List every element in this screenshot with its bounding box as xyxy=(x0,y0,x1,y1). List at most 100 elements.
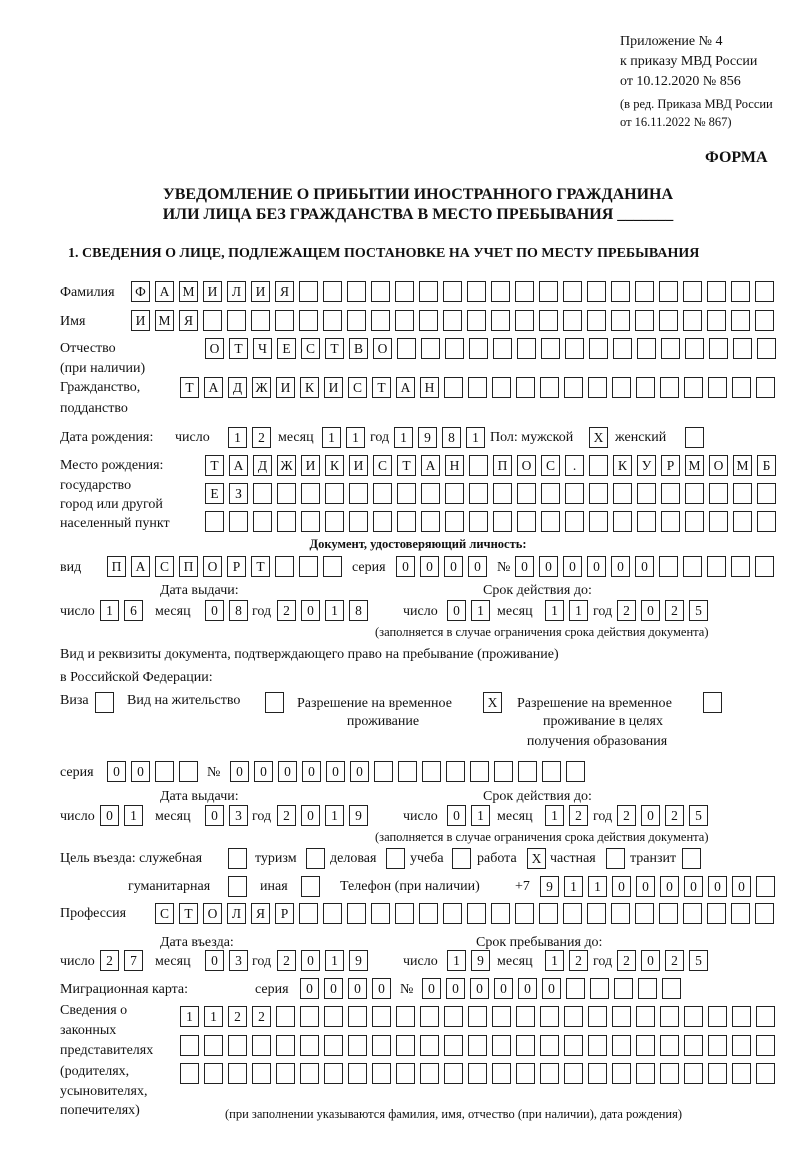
char-cell[interactable] xyxy=(542,761,561,782)
char-cell[interactable]: А xyxy=(421,455,440,476)
char-cell[interactable] xyxy=(660,377,679,398)
char-cell[interactable]: Р xyxy=(661,455,680,476)
char-cell[interactable] xyxy=(396,1035,415,1056)
char-cell[interactable] xyxy=(540,1063,559,1084)
char-cell[interactable]: М xyxy=(155,310,174,331)
char-cell[interactable]: Л xyxy=(227,903,246,924)
char-cell[interactable] xyxy=(445,483,464,504)
char-cell[interactable]: А xyxy=(229,455,248,476)
char-cell[interactable] xyxy=(275,556,294,577)
char-cell[interactable] xyxy=(611,310,630,331)
char-cell[interactable]: С xyxy=(155,903,174,924)
char-cell[interactable] xyxy=(493,511,512,532)
char-cell[interactable] xyxy=(755,281,774,302)
char-cell[interactable] xyxy=(155,761,174,782)
char-cell[interactable]: 0 xyxy=(348,978,367,999)
char-cell[interactable] xyxy=(396,1063,415,1084)
char-cell[interactable]: О xyxy=(517,455,536,476)
char-cell[interactable]: 1 xyxy=(228,427,247,448)
char-cell[interactable]: С xyxy=(541,455,560,476)
char-cell[interactable] xyxy=(517,338,536,359)
char-cell[interactable] xyxy=(540,1006,559,1027)
char-cell[interactable] xyxy=(228,1063,247,1084)
char-cell[interactable] xyxy=(683,310,702,331)
char-cell[interactable] xyxy=(469,455,488,476)
char-cell[interactable]: 1 xyxy=(447,950,466,971)
char-cell[interactable]: 1 xyxy=(180,1006,199,1027)
char-cell[interactable]: 0 xyxy=(301,805,320,826)
char-cell[interactable]: 9 xyxy=(540,876,559,897)
char-cell[interactable] xyxy=(252,1063,271,1084)
char-cell[interactable] xyxy=(566,978,585,999)
char-cell[interactable] xyxy=(301,483,320,504)
char-cell[interactable] xyxy=(684,377,703,398)
checkbox-cell[interactable] xyxy=(452,848,471,869)
char-cell[interactable] xyxy=(444,1035,463,1056)
char-cell[interactable] xyxy=(229,511,248,532)
char-cell[interactable] xyxy=(660,1006,679,1027)
char-cell[interactable]: 0 xyxy=(660,876,679,897)
char-cell[interactable] xyxy=(251,310,270,331)
char-cell[interactable]: 0 xyxy=(468,556,487,577)
char-cell[interactable]: 1 xyxy=(325,600,344,621)
char-cell[interactable]: 6 xyxy=(124,600,143,621)
char-cell[interactable]: 1 xyxy=(569,600,588,621)
char-cell[interactable] xyxy=(444,377,463,398)
char-cell[interactable]: 0 xyxy=(107,761,126,782)
char-cell[interactable] xyxy=(516,377,535,398)
char-cell[interactable]: 0 xyxy=(444,556,463,577)
char-cell[interactable]: Т xyxy=(251,556,270,577)
char-cell[interactable] xyxy=(756,876,775,897)
char-cell[interactable]: С xyxy=(155,556,174,577)
char-cell[interactable]: П xyxy=(493,455,512,476)
char-cell[interactable] xyxy=(467,281,486,302)
char-cell[interactable]: 2 xyxy=(617,600,636,621)
char-cell[interactable] xyxy=(707,556,726,577)
char-cell[interactable] xyxy=(685,511,704,532)
char-cell[interactable] xyxy=(732,1006,751,1027)
char-cell[interactable] xyxy=(349,511,368,532)
char-cell[interactable] xyxy=(541,338,560,359)
char-cell[interactable]: К xyxy=(325,455,344,476)
char-cell[interactable]: С xyxy=(301,338,320,359)
char-cell[interactable] xyxy=(564,1063,583,1084)
char-cell[interactable]: 2 xyxy=(665,600,684,621)
char-cell[interactable] xyxy=(563,281,582,302)
char-cell[interactable] xyxy=(467,903,486,924)
char-cell[interactable]: И xyxy=(276,377,295,398)
char-cell[interactable] xyxy=(588,377,607,398)
char-cell[interactable] xyxy=(564,1006,583,1027)
char-cell[interactable] xyxy=(709,338,728,359)
char-cell[interactable]: М xyxy=(179,281,198,302)
char-cell[interactable] xyxy=(756,1063,775,1084)
char-cell[interactable] xyxy=(708,377,727,398)
char-cell[interactable]: 0 xyxy=(641,805,660,826)
char-cell[interactable] xyxy=(419,281,438,302)
char-cell[interactable]: 1 xyxy=(471,600,490,621)
char-cell[interactable] xyxy=(491,310,510,331)
char-cell[interactable] xyxy=(755,310,774,331)
char-cell[interactable]: 0 xyxy=(278,761,297,782)
char-cell[interactable] xyxy=(299,281,318,302)
char-cell[interactable] xyxy=(515,903,534,924)
char-cell[interactable]: А xyxy=(155,281,174,302)
char-cell[interactable] xyxy=(683,556,702,577)
char-cell[interactable] xyxy=(661,511,680,532)
char-cell[interactable] xyxy=(515,310,534,331)
char-cell[interactable] xyxy=(637,511,656,532)
char-cell[interactable] xyxy=(421,483,440,504)
char-cell[interactable]: Д xyxy=(253,455,272,476)
char-cell[interactable] xyxy=(371,281,390,302)
char-cell[interactable] xyxy=(373,483,392,504)
char-cell[interactable] xyxy=(323,556,342,577)
char-cell[interactable]: 1 xyxy=(322,427,341,448)
char-cell[interactable] xyxy=(420,1035,439,1056)
char-cell[interactable]: Е xyxy=(277,338,296,359)
char-cell[interactable] xyxy=(372,1063,391,1084)
char-cell[interactable] xyxy=(659,903,678,924)
char-cell[interactable]: 0 xyxy=(587,556,606,577)
char-cell[interactable]: 0 xyxy=(350,761,369,782)
char-cell[interactable] xyxy=(301,511,320,532)
char-cell[interactable]: 7 xyxy=(124,950,143,971)
char-cell[interactable] xyxy=(612,1063,631,1084)
